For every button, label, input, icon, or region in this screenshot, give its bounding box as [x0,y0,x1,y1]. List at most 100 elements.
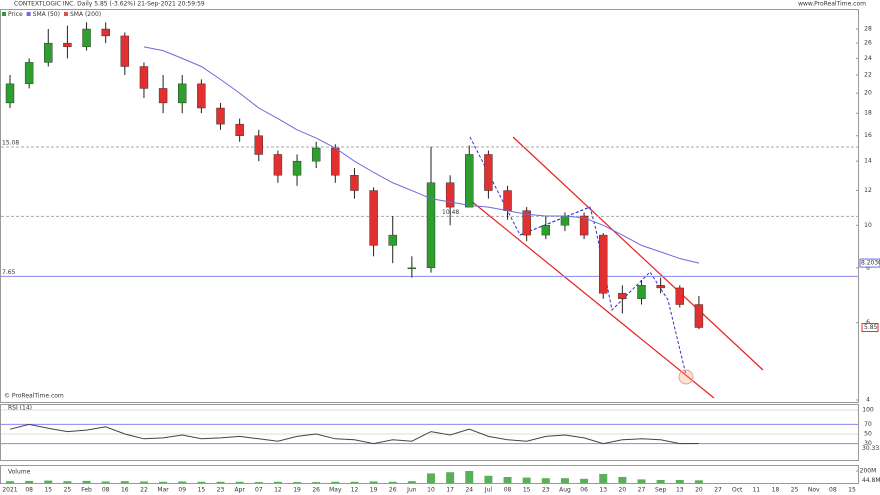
candle-body [465,154,474,208]
x-tick-label: 20 [695,487,703,494]
y-tick-label: 20 [864,90,872,97]
y-tick-label: 50 [864,431,872,438]
y-tick-label: 200M [860,468,877,475]
candle-body [44,42,53,63]
volume-bar [407,481,416,483]
candle-body [350,175,359,191]
y-tick-label: 8 [866,264,870,271]
legend-label: SMA (200) [70,11,101,18]
y-tick-label: 4 [866,397,870,404]
volume-bar [541,478,550,483]
x-tick-label: 25 [64,487,72,494]
candle-body [388,234,397,246]
pattern-line [519,206,591,236]
x-tick-label: Jun [406,487,417,494]
candle-body [445,182,455,208]
legend-swatch [63,12,68,16]
channel-line [512,136,764,371]
candle-body [503,190,512,211]
volume-bar [388,481,397,483]
y-tick-label: 18 [864,110,872,117]
x-tick-label: 07 [255,487,263,494]
candle-body [273,154,283,176]
x-tick-label: Oct [732,487,743,494]
last-price-box [861,323,879,333]
candle-body [82,28,91,48]
y-tick-label: 14 [864,158,872,165]
x-tick-label: 13 [676,487,684,494]
x-tick-label: 22 [140,487,148,494]
candle-body [216,107,225,125]
volume-bar [465,471,474,483]
y-tick-label: 24 [864,55,872,62]
volume-bar [197,481,206,483]
candle-body [484,154,493,191]
x-tick-label: Aug [559,487,571,494]
x-tick-label: 23 [542,487,550,494]
candle-body [426,182,436,269]
volume-bar [331,481,340,483]
legend-label: SMA (50) [33,11,60,18]
trend-channel [469,136,764,399]
x-tick-label: 10 [427,487,435,494]
volume-bar [101,481,110,483]
candle-body [675,287,684,305]
volume-bar [618,477,627,483]
volume-bar [484,475,493,483]
sma-line [143,46,700,264]
volume-bar [63,481,72,483]
volume-bar [599,474,608,483]
x-tick-label: Apr [234,487,245,494]
x-tick-label: 12 [351,487,359,494]
x-tick-label: 19 [370,487,378,494]
x-tick-label: 26 [389,487,397,494]
candle-body [579,215,589,236]
x-tick-label: 08 [829,487,837,494]
x-tick-label: 11 [752,487,760,494]
volume-bar [139,481,148,483]
source: www.ProRealTime.com [798,1,866,8]
x-tick-label: May [329,487,342,494]
candle-body [637,285,646,300]
x-tick-label: 25 [791,487,799,494]
volume-bar [44,480,53,483]
candle-body [158,88,168,104]
y-tick-label: 30 [864,440,872,447]
last-value-label: 30.333 [862,445,880,452]
target-circle [678,369,694,385]
panel-title: RSI (14) [8,405,32,412]
volume-bar [120,481,129,483]
rsi-panel [0,404,859,461]
x-tick-label: 27 [714,487,722,494]
x-tick-label: Jul [484,487,493,494]
volume-bar [254,482,263,483]
candle-body [331,147,340,176]
volume-bar [560,478,569,483]
level-label: 15.08 [2,139,19,146]
candle-body [101,28,110,37]
panel-title: Volume [8,469,31,476]
candle-body [5,83,15,104]
x-tick-label: 20 [619,487,627,494]
x-tick-label: 08 [504,487,512,494]
channel-line [469,199,715,399]
y-tick-label: 16 [864,132,872,139]
volume-bar [675,480,684,483]
volume-bar [369,481,378,483]
volume-bar [694,480,703,483]
x-tick-label: Sep [655,487,667,494]
candle-body [139,66,149,89]
volume-bar [82,480,91,483]
x-tick-label: 18 [772,487,780,494]
last-value-label: 44.8M [862,477,880,484]
x-tick-label: 23 [217,487,225,494]
candle-body [522,210,531,236]
legend-swatch [26,12,31,16]
x-tick-label: 15 [198,487,206,494]
y-tick-label: 26 [864,40,872,47]
volume-bar [503,477,512,483]
sma-last-label: 8.2030 [861,260,880,267]
x-tick-label: 15 [44,487,52,494]
candle-body [599,234,608,294]
